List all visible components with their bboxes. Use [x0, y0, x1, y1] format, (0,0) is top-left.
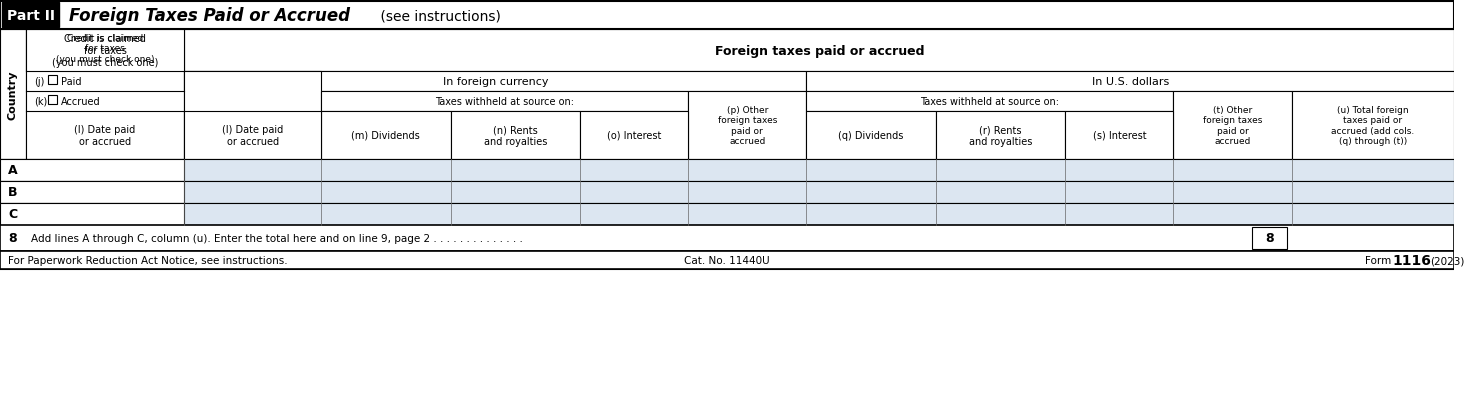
Text: For Paperwork Reduction Act Notice, see instructions.: For Paperwork Reduction Act Notice, see …	[7, 255, 288, 265]
Bar	[184, 72, 807, 92]
Bar	[688, 92, 807, 160]
Text: (m) Dividends: (m) Dividends	[351, 131, 420, 141]
Bar	[807, 92, 1173, 112]
Bar	[0, 203, 1454, 225]
Text: (n) Rents
and royalties: (n) Rents and royalties	[484, 125, 547, 146]
Bar	[936, 112, 1066, 160]
Text: B: B	[9, 186, 18, 199]
Bar	[320, 112, 451, 160]
Text: (p) Other
foreign taxes
paid or
accrued: (p) Other foreign taxes paid or accrued	[717, 105, 778, 146]
Text: In foreign currency: In foreign currency	[442, 77, 548, 87]
Text: (l) Date paid
or accrued: (l) Date paid or accrued	[222, 125, 284, 146]
Bar	[184, 112, 320, 160]
Text: Foreign Taxes Paid or Accrued: Foreign Taxes Paid or Accrued	[69, 7, 350, 25]
Bar	[1, 3, 59, 28]
Bar	[807, 112, 936, 160]
Bar	[1173, 92, 1292, 160]
Bar	[0, 225, 1454, 251]
Text: Cat. No. 11440U: Cat. No. 11440U	[685, 255, 770, 265]
Bar	[320, 92, 688, 112]
Text: (2023): (2023)	[1430, 255, 1466, 265]
Text: 1116: 1116	[1394, 253, 1432, 267]
Text: C: C	[9, 208, 18, 221]
Text: Foreign taxes paid or accrued: Foreign taxes paid or accrued	[714, 45, 925, 57]
Bar	[47, 76, 56, 85]
Bar	[807, 72, 1454, 92]
Text: A: A	[9, 164, 18, 177]
Bar	[47, 96, 56, 105]
Bar	[31, 72, 190, 112]
Bar	[26, 30, 184, 72]
Text: Accrued: Accrued	[60, 97, 100, 107]
Text: 8: 8	[9, 232, 18, 245]
Text: (q) Dividends: (q) Dividends	[838, 131, 904, 141]
Text: Credit is claimed
for taxes
(you must check one): Credit is claimed for taxes (you must ch…	[51, 34, 159, 67]
Bar	[184, 72, 320, 160]
Bar	[1292, 92, 1454, 160]
Text: (see instructions): (see instructions)	[376, 9, 501, 23]
Text: (k): (k)	[34, 97, 47, 107]
Bar	[451, 112, 581, 160]
Text: Form: Form	[1366, 255, 1395, 265]
Bar	[0, 160, 184, 182]
Text: In U.S. dollars: In U.S. dollars	[1092, 77, 1169, 87]
Bar	[26, 30, 184, 160]
Bar	[184, 30, 1454, 72]
Text: Credit is claimed
for taxes
(you must check one): Credit is claimed for taxes (you must ch…	[56, 34, 154, 64]
Text: (r) Rents
and royalties: (r) Rents and royalties	[969, 125, 1032, 146]
Text: (s) Interest: (s) Interest	[1092, 131, 1147, 141]
Bar	[0, 203, 184, 225]
Bar	[0, 30, 26, 160]
Text: (o) Interest: (o) Interest	[607, 131, 662, 141]
Text: (j): (j)	[34, 77, 44, 87]
Bar	[1252, 227, 1286, 249]
Bar	[0, 2, 1454, 269]
Bar	[1066, 112, 1173, 160]
Text: (l) Date paid
or accrued: (l) Date paid or accrued	[75, 125, 135, 146]
Text: Part II: Part II	[7, 8, 54, 22]
Text: (u) Total foreign
taxes paid or
accrued (add cols.
(q) through (t)): (u) Total foreign taxes paid or accrued …	[1332, 105, 1414, 146]
Text: (t) Other
foreign taxes
paid or
accrued: (t) Other foreign taxes paid or accrued	[1202, 105, 1263, 146]
Bar	[0, 182, 184, 203]
Text: Taxes withheld at source on:: Taxes withheld at source on:	[435, 97, 575, 107]
Text: Taxes withheld at source on:: Taxes withheld at source on:	[920, 97, 1060, 107]
Text: Country: Country	[7, 70, 18, 119]
Text: Paid: Paid	[60, 77, 81, 87]
Text: 8: 8	[1266, 232, 1273, 245]
Bar	[0, 160, 1454, 182]
Bar	[0, 251, 1454, 269]
Text: Add lines A through C, column (u). Enter the total here and on line 9, page 2 . : Add lines A through C, column (u). Enter…	[31, 233, 523, 243]
Bar	[581, 112, 688, 160]
Bar	[0, 182, 1454, 203]
